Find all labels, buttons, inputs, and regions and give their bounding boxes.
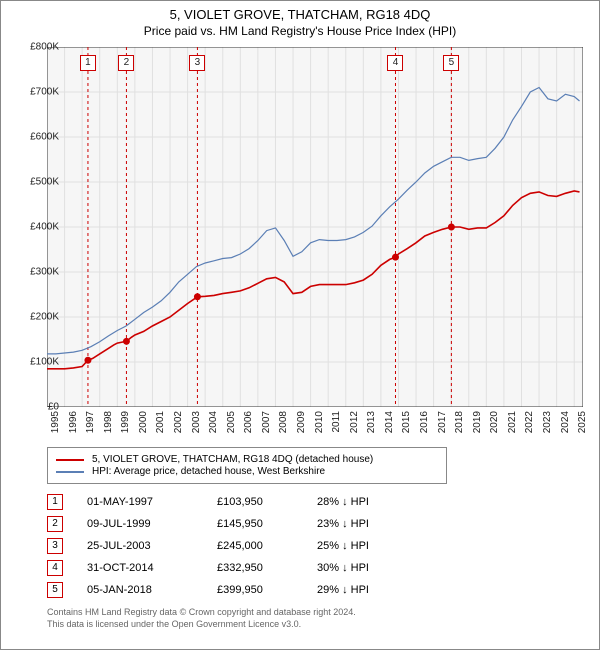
- x-tick-label: 2023: [542, 411, 553, 433]
- table-row: 5 05-JAN-2018 £399,950 29% ↓ HPI: [47, 579, 427, 601]
- trans-pct: 23% ↓ HPI: [317, 518, 427, 530]
- y-tick-label: £800K: [19, 42, 59, 53]
- x-tick-label: 1995: [50, 411, 61, 433]
- legend-row-property: 5, VIOLET GROVE, THATCHAM, RG18 4DQ (det…: [56, 454, 438, 465]
- x-tick-label: 2006: [243, 411, 254, 433]
- chart-legend: 5, VIOLET GROVE, THATCHAM, RG18 4DQ (det…: [47, 447, 447, 484]
- x-tick-label: 2021: [507, 411, 518, 433]
- x-tick-label: 2019: [472, 411, 483, 433]
- trans-price: £245,000: [217, 540, 317, 552]
- x-tick-label: 2001: [155, 411, 166, 433]
- trans-date: 01-MAY-1997: [87, 496, 217, 508]
- table-row: 3 25-JUL-2003 £245,000 25% ↓ HPI: [47, 535, 427, 557]
- table-row: 1 01-MAY-1997 £103,950 28% ↓ HPI: [47, 491, 427, 513]
- trans-price: £103,950: [217, 496, 317, 508]
- table-row: 4 31-OCT-2014 £332,950 30% ↓ HPI: [47, 557, 427, 579]
- y-tick-label: £700K: [19, 87, 59, 98]
- x-tick-label: 2002: [173, 411, 184, 433]
- x-tick-label: 2009: [296, 411, 307, 433]
- trans-pct: 29% ↓ HPI: [317, 584, 427, 596]
- trans-marker-1: 1: [47, 494, 63, 510]
- footer-line2: This data is licensed under the Open Gov…: [47, 619, 356, 631]
- x-tick-label: 2015: [401, 411, 412, 433]
- x-tick-label: 2014: [384, 411, 395, 433]
- table-row: 2 09-JUL-1999 £145,950 23% ↓ HPI: [47, 513, 427, 535]
- x-tick-label: 2024: [560, 411, 571, 433]
- legend-label-hpi: HPI: Average price, detached house, West…: [92, 466, 325, 477]
- x-tick-label: 2022: [524, 411, 535, 433]
- trans-pct: 30% ↓ HPI: [317, 562, 427, 574]
- chart-marker-3: 3: [189, 55, 205, 71]
- y-tick-label: £300K: [19, 267, 59, 278]
- trans-marker-2: 2: [47, 516, 63, 532]
- x-tick-label: 2011: [331, 411, 342, 433]
- chart-marker-2: 2: [118, 55, 134, 71]
- trans-date: 05-JAN-2018: [87, 584, 217, 596]
- x-tick-label: 2003: [191, 411, 202, 433]
- legend-row-hpi: HPI: Average price, detached house, West…: [56, 466, 438, 477]
- y-tick-label: £600K: [19, 132, 59, 143]
- footer-attribution: Contains HM Land Registry data © Crown c…: [47, 607, 356, 630]
- chart-marker-5: 5: [443, 55, 459, 71]
- trans-date: 31-OCT-2014: [87, 562, 217, 574]
- x-tick-label: 2000: [138, 411, 149, 433]
- chart-marker-4: 4: [387, 55, 403, 71]
- trans-pct: 25% ↓ HPI: [317, 540, 427, 552]
- x-tick-label: 2012: [349, 411, 360, 433]
- x-tick-label: 1998: [103, 411, 114, 433]
- x-tick-label: 2025: [577, 411, 588, 433]
- trans-marker-5: 5: [47, 582, 63, 598]
- chart-svg: [47, 47, 583, 407]
- x-tick-label: 2004: [208, 411, 219, 433]
- trans-date: 09-JUL-1999: [87, 518, 217, 530]
- x-tick-label: 1999: [120, 411, 131, 433]
- chart-marker-1: 1: [80, 55, 96, 71]
- x-tick-label: 2013: [366, 411, 377, 433]
- y-tick-label: £500K: [19, 177, 59, 188]
- x-tick-label: 2010: [314, 411, 325, 433]
- x-tick-label: 2017: [437, 411, 448, 433]
- page-subtitle: Price paid vs. HM Land Registry's House …: [1, 24, 599, 38]
- trans-price: £145,950: [217, 518, 317, 530]
- chart-plot-area: [47, 47, 583, 407]
- x-tick-label: 2005: [226, 411, 237, 433]
- y-tick-label: £100K: [19, 357, 59, 368]
- x-tick-label: 2018: [454, 411, 465, 433]
- footer-line1: Contains HM Land Registry data © Crown c…: [47, 607, 356, 619]
- chart-container: 5, VIOLET GROVE, THATCHAM, RG18 4DQ Pric…: [0, 0, 600, 650]
- trans-date: 25-JUL-2003: [87, 540, 217, 552]
- y-tick-label: £400K: [19, 222, 59, 233]
- x-tick-label: 2020: [489, 411, 500, 433]
- page-title: 5, VIOLET GROVE, THATCHAM, RG18 4DQ: [1, 7, 599, 22]
- trans-marker-3: 3: [47, 538, 63, 554]
- y-tick-label: £200K: [19, 312, 59, 323]
- x-tick-label: 2016: [419, 411, 430, 433]
- legend-swatch-hpi: [56, 471, 84, 473]
- trans-price: £332,950: [217, 562, 317, 574]
- trans-pct: 28% ↓ HPI: [317, 496, 427, 508]
- legend-label-property: 5, VIOLET GROVE, THATCHAM, RG18 4DQ (det…: [92, 454, 373, 465]
- x-tick-label: 2008: [278, 411, 289, 433]
- trans-price: £399,950: [217, 584, 317, 596]
- legend-swatch-property: [56, 459, 84, 461]
- x-tick-label: 1997: [85, 411, 96, 433]
- x-tick-label: 2007: [261, 411, 272, 433]
- transactions-table: 1 01-MAY-1997 £103,950 28% ↓ HPI 2 09-JU…: [47, 491, 427, 601]
- trans-marker-4: 4: [47, 560, 63, 576]
- x-tick-label: 1996: [68, 411, 79, 433]
